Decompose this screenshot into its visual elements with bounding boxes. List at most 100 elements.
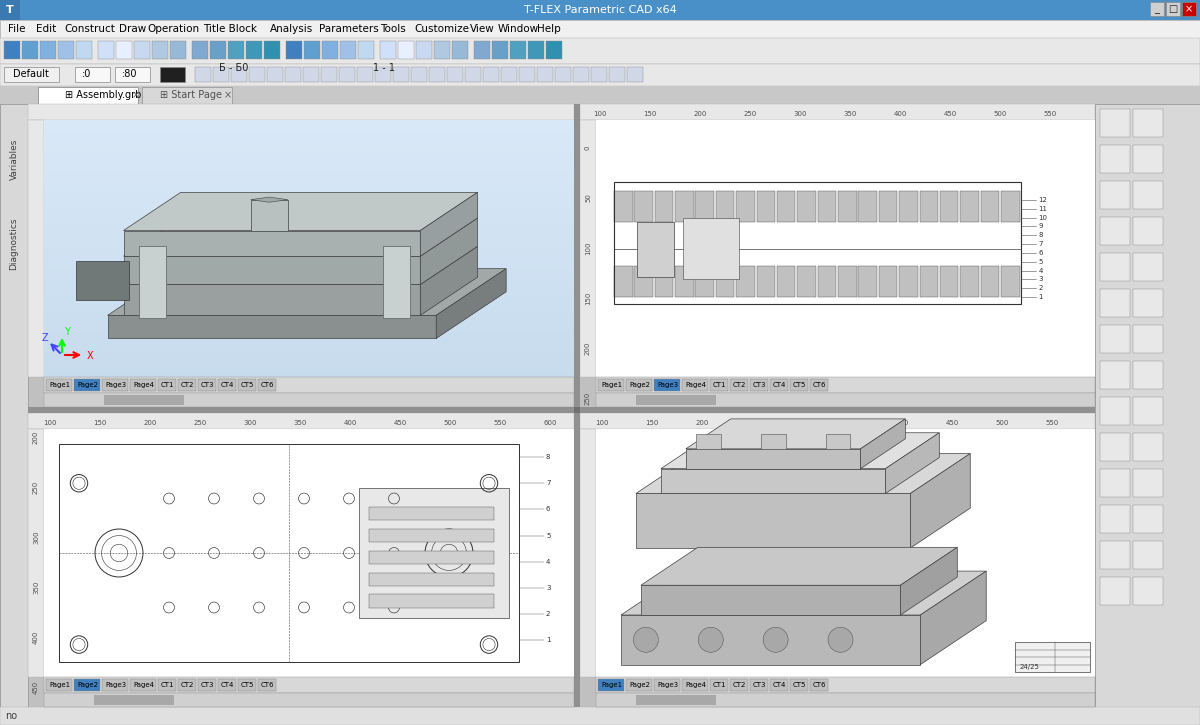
Bar: [44, 294, 574, 295]
Text: CΤ4: CΤ4: [773, 682, 786, 688]
Polygon shape: [920, 571, 986, 665]
Bar: [676, 266, 694, 297]
Bar: [797, 266, 816, 297]
Bar: [44, 162, 574, 163]
Text: :0: :0: [82, 69, 91, 79]
Bar: [538, 67, 553, 82]
Bar: [44, 255, 574, 256]
Bar: [596, 120, 1096, 377]
Bar: [710, 679, 728, 691]
Text: X: X: [88, 351, 94, 361]
Text: Z: Z: [42, 333, 49, 343]
Polygon shape: [636, 494, 911, 548]
Text: CΤ2: CΤ2: [733, 382, 746, 388]
Bar: [44, 129, 574, 130]
Bar: [682, 379, 708, 391]
Bar: [750, 379, 768, 391]
Bar: [44, 314, 574, 315]
Polygon shape: [860, 419, 905, 468]
Bar: [44, 362, 574, 363]
Bar: [44, 332, 574, 333]
Polygon shape: [686, 449, 860, 468]
Text: 8: 8: [546, 454, 551, 460]
Bar: [750, 679, 768, 691]
Bar: [44, 295, 574, 296]
Bar: [44, 280, 574, 281]
Text: 100: 100: [586, 241, 592, 254]
Bar: [1100, 109, 1130, 137]
Bar: [637, 222, 674, 277]
Bar: [610, 67, 625, 82]
Bar: [628, 67, 643, 82]
Bar: [44, 157, 574, 158]
Text: 350: 350: [845, 420, 859, 426]
Bar: [44, 318, 574, 319]
Bar: [44, 223, 574, 224]
Text: CΤ4: CΤ4: [221, 382, 234, 388]
Text: CΤ5: CΤ5: [793, 382, 806, 388]
Bar: [44, 305, 574, 306]
Bar: [44, 271, 574, 272]
Bar: [22, 41, 38, 59]
Bar: [44, 350, 574, 351]
Bar: [44, 175, 574, 176]
Bar: [286, 41, 302, 59]
Bar: [44, 207, 574, 208]
Bar: [1096, 104, 1200, 707]
Bar: [370, 551, 494, 564]
Bar: [44, 233, 574, 234]
Bar: [44, 196, 574, 197]
Bar: [0, 20, 1200, 38]
Bar: [44, 189, 574, 190]
Text: 200: 200: [694, 111, 707, 117]
Bar: [44, 339, 574, 340]
Bar: [44, 206, 574, 207]
Bar: [4, 41, 20, 59]
Bar: [44, 296, 574, 297]
Bar: [44, 306, 574, 307]
Bar: [44, 235, 574, 236]
Bar: [44, 307, 574, 308]
Bar: [44, 266, 574, 267]
Bar: [44, 134, 574, 135]
Bar: [44, 373, 574, 374]
Bar: [44, 151, 574, 152]
Bar: [44, 265, 574, 266]
Bar: [370, 594, 494, 608]
Bar: [44, 140, 574, 141]
Bar: [790, 679, 808, 691]
Bar: [44, 320, 574, 321]
Bar: [44, 292, 574, 293]
Bar: [596, 677, 1096, 693]
Bar: [1100, 181, 1130, 209]
Bar: [44, 329, 574, 330]
Bar: [410, 67, 427, 82]
Bar: [4, 67, 59, 82]
Bar: [134, 41, 150, 59]
Bar: [596, 693, 1096, 707]
Bar: [44, 369, 574, 370]
Text: 200: 200: [586, 341, 592, 355]
Bar: [44, 227, 574, 228]
Bar: [761, 434, 786, 449]
Bar: [596, 377, 1096, 393]
Bar: [878, 266, 898, 297]
Bar: [102, 379, 128, 391]
Bar: [228, 41, 244, 59]
Bar: [44, 283, 574, 284]
Bar: [58, 41, 74, 59]
Circle shape: [698, 627, 724, 652]
Polygon shape: [420, 247, 478, 315]
Bar: [104, 395, 184, 405]
Text: Page1: Page1: [601, 682, 622, 688]
Bar: [1100, 253, 1130, 281]
Text: Customize: Customize: [414, 24, 469, 34]
Bar: [44, 308, 574, 309]
Bar: [44, 205, 574, 206]
Bar: [130, 679, 156, 691]
Bar: [322, 41, 338, 59]
Text: Page4: Page4: [685, 382, 706, 388]
Bar: [142, 87, 232, 104]
Bar: [44, 191, 574, 192]
Polygon shape: [124, 231, 420, 256]
